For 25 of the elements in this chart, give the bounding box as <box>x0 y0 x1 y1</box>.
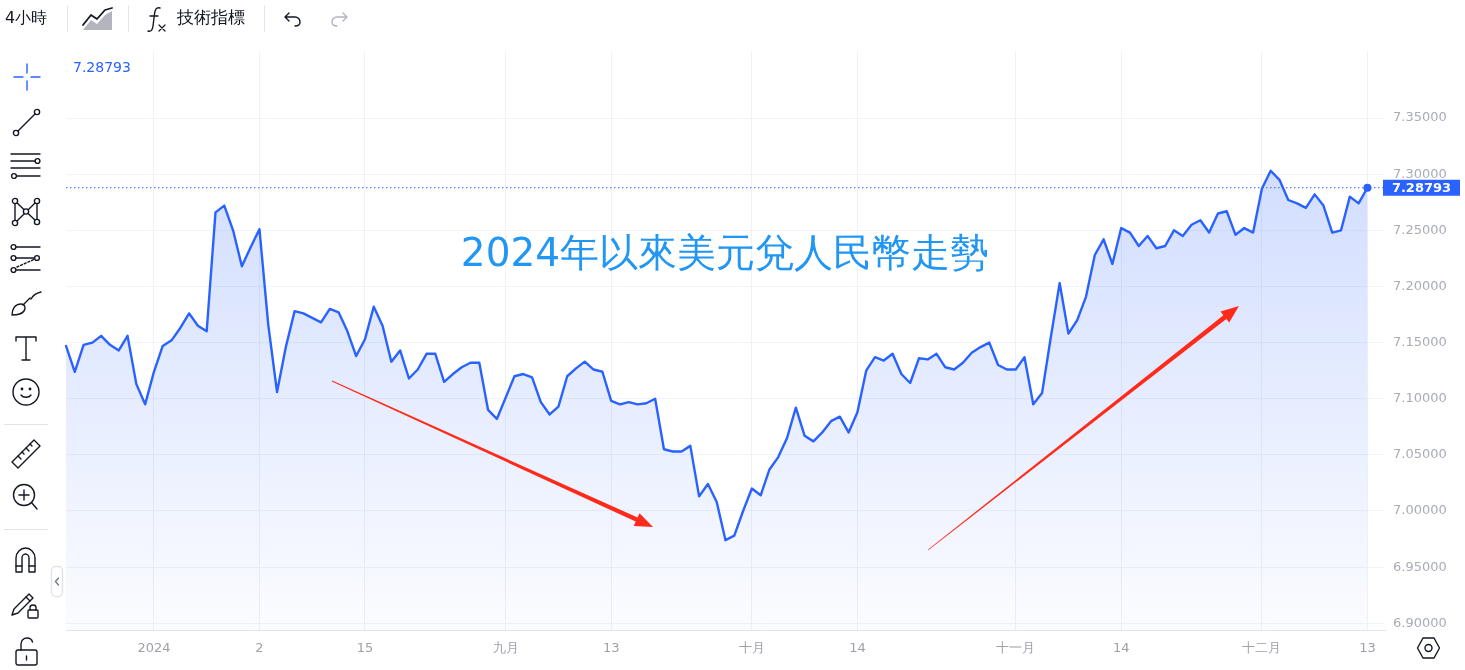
x-tick-label: 十二月 <box>1242 640 1282 656</box>
y-tick-label: 6.95000 <box>1393 558 1447 574</box>
text: 2024年以來美元兌人民幣走勢 <box>460 230 990 276</box>
x-tick-label: 13 <box>602 640 620 656</box>
y-tick-label: 7.20000 <box>1393 277 1447 293</box>
x-tick-label: 2 <box>255 640 264 656</box>
y-tick-label: 7.05000 <box>1393 446 1447 462</box>
y-tick-label: 7.15000 <box>1393 333 1447 349</box>
x-tick-label: 14 <box>849 640 866 656</box>
y-tick-label: 7.00000 <box>1393 502 1447 518</box>
y-tick-label: 7.30000 <box>1393 165 1447 181</box>
x-tick-label: 十月 <box>738 640 765 656</box>
text: 技術指標 <box>177 7 245 29</box>
y-tick-label: 6.90000 <box>1393 614 1447 630</box>
annotation: 7.28793 <box>73 59 131 77</box>
x-tick-label: 13 <box>1359 640 1376 656</box>
x-tick-label: 14 <box>1112 640 1130 656</box>
y-tick-label: 7.35000 <box>1393 109 1447 125</box>
text: 4小時 <box>5 8 48 28</box>
x-tick-label: 15 <box>356 640 374 656</box>
y-tick-label: 7.25000 <box>1393 221 1447 237</box>
ref-line-label: 7.28793 <box>1391 179 1452 195</box>
x-tick-label: 2024 <box>137 640 171 656</box>
y-tick-label: 7.10000 <box>1393 390 1447 406</box>
x-tick-label: 九月 <box>492 640 519 656</box>
